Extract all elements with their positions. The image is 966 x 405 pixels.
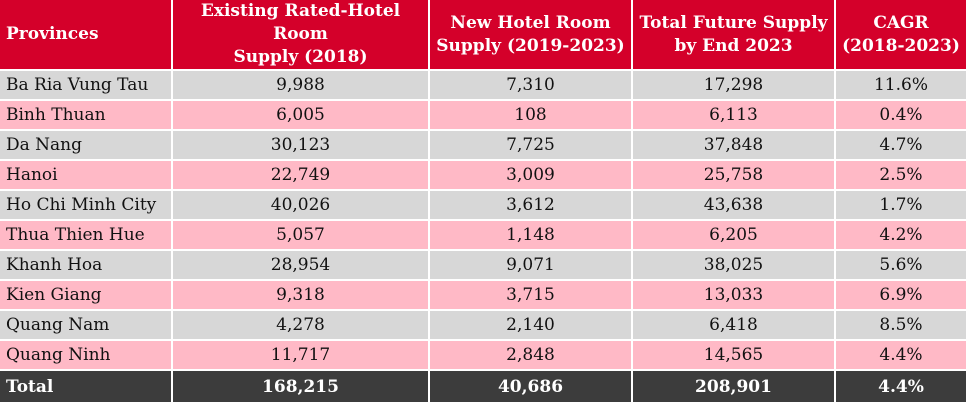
header-provinces: Provinces bbox=[0, 0, 173, 71]
cagr-value: 5.6% bbox=[836, 251, 966, 281]
existing-supply-value: 22,749 bbox=[173, 161, 430, 191]
total-new-supply: 40,686 bbox=[430, 371, 633, 402]
table-footer: Total 168,215 40,686 208,901 4.4% bbox=[0, 371, 966, 402]
existing-supply-value: 5,057 bbox=[173, 221, 430, 251]
cagr-value: 4.7% bbox=[836, 131, 966, 161]
cagr-value: 4.2% bbox=[836, 221, 966, 251]
total-future-supply-value: 43,638 bbox=[633, 191, 836, 221]
province-name: Ba Ria Vung Tau bbox=[0, 71, 173, 101]
total-existing-supply: 168,215 bbox=[173, 371, 430, 402]
total-future-supply: 208,901 bbox=[633, 371, 836, 402]
cagr-value: 4.4% bbox=[836, 341, 966, 371]
total-future-supply-value: 37,848 bbox=[633, 131, 836, 161]
total-label: Total bbox=[0, 371, 173, 402]
cagr-value: 6.9% bbox=[836, 281, 966, 311]
province-name: Quang Nam bbox=[0, 311, 173, 341]
header-cagr: CAGR (2018-2023) bbox=[836, 0, 966, 71]
total-future-supply-value: 6,205 bbox=[633, 221, 836, 251]
table-row: Khanh Hoa 28,954 9,071 38,025 5.6% bbox=[0, 251, 966, 281]
table-row: Ho Chi Minh City 40,026 3,612 43,638 1.7… bbox=[0, 191, 966, 221]
table-body: Ba Ria Vung Tau 9,988 7,310 17,298 11.6%… bbox=[0, 71, 966, 371]
province-name: Da Nang bbox=[0, 131, 173, 161]
province-name: Khanh Hoa bbox=[0, 251, 173, 281]
existing-supply-value: 11,717 bbox=[173, 341, 430, 371]
header-total-future-supply: Total Future Supply by End 2023 bbox=[633, 0, 836, 71]
header-existing-supply: Existing Rated-Hotel Room Supply (2018) bbox=[173, 0, 430, 71]
table-row: Ba Ria Vung Tau 9,988 7,310 17,298 11.6% bbox=[0, 71, 966, 101]
table-row: Kien Giang 9,318 3,715 13,033 6.9% bbox=[0, 281, 966, 311]
new-supply-value: 3,715 bbox=[430, 281, 633, 311]
total-future-supply-value: 6,418 bbox=[633, 311, 836, 341]
province-name: Kien Giang bbox=[0, 281, 173, 311]
province-name: Ho Chi Minh City bbox=[0, 191, 173, 221]
total-future-supply-value: 14,565 bbox=[633, 341, 836, 371]
existing-supply-value: 28,954 bbox=[173, 251, 430, 281]
table-row: Quang Nam 4,278 2,140 6,418 8.5% bbox=[0, 311, 966, 341]
province-name: Binh Thuan bbox=[0, 101, 173, 131]
cagr-value: 0.4% bbox=[836, 101, 966, 131]
new-supply-value: 108 bbox=[430, 101, 633, 131]
header-new-supply: New Hotel Room Supply (2019-2023) bbox=[430, 0, 633, 71]
existing-supply-value: 6,005 bbox=[173, 101, 430, 131]
table-row: Hanoi 22,749 3,009 25,758 2.5% bbox=[0, 161, 966, 191]
table-header: Provinces Existing Rated-Hotel Room Suppl… bbox=[0, 0, 966, 71]
new-supply-value: 2,140 bbox=[430, 311, 633, 341]
total-row: Total 168,215 40,686 208,901 4.4% bbox=[0, 371, 966, 402]
total-future-supply-value: 38,025 bbox=[633, 251, 836, 281]
table-row: Da Nang 30,123 7,725 37,848 4.7% bbox=[0, 131, 966, 161]
new-supply-value: 7,310 bbox=[430, 71, 633, 101]
total-future-supply-value: 25,758 bbox=[633, 161, 836, 191]
province-name: Hanoi bbox=[0, 161, 173, 191]
table-row: Binh Thuan 6,005 108 6,113 0.4% bbox=[0, 101, 966, 131]
header-row: Provinces Existing Rated-Hotel Room Suppl… bbox=[0, 0, 966, 71]
total-cagr: 4.4% bbox=[836, 371, 966, 402]
total-future-supply-value: 6,113 bbox=[633, 101, 836, 131]
table-row: Thua Thien Hue 5,057 1,148 6,205 4.2% bbox=[0, 221, 966, 251]
new-supply-value: 1,148 bbox=[430, 221, 633, 251]
cagr-value: 2.5% bbox=[836, 161, 966, 191]
existing-supply-value: 4,278 bbox=[173, 311, 430, 341]
existing-supply-value: 30,123 bbox=[173, 131, 430, 161]
cagr-value: 1.7% bbox=[836, 191, 966, 221]
new-supply-value: 3,009 bbox=[430, 161, 633, 191]
existing-supply-value: 9,318 bbox=[173, 281, 430, 311]
total-future-supply-value: 13,033 bbox=[633, 281, 836, 311]
existing-supply-value: 9,988 bbox=[173, 71, 430, 101]
new-supply-value: 3,612 bbox=[430, 191, 633, 221]
new-supply-value: 9,071 bbox=[430, 251, 633, 281]
cagr-value: 11.6% bbox=[836, 71, 966, 101]
table-row: Quang Ninh 11,717 2,848 14,565 4.4% bbox=[0, 341, 966, 371]
new-supply-value: 2,848 bbox=[430, 341, 633, 371]
province-name: Quang Ninh bbox=[0, 341, 173, 371]
province-name: Thua Thien Hue bbox=[0, 221, 173, 251]
total-future-supply-value: 17,298 bbox=[633, 71, 836, 101]
new-supply-value: 7,725 bbox=[430, 131, 633, 161]
existing-supply-value: 40,026 bbox=[173, 191, 430, 221]
cagr-value: 8.5% bbox=[836, 311, 966, 341]
